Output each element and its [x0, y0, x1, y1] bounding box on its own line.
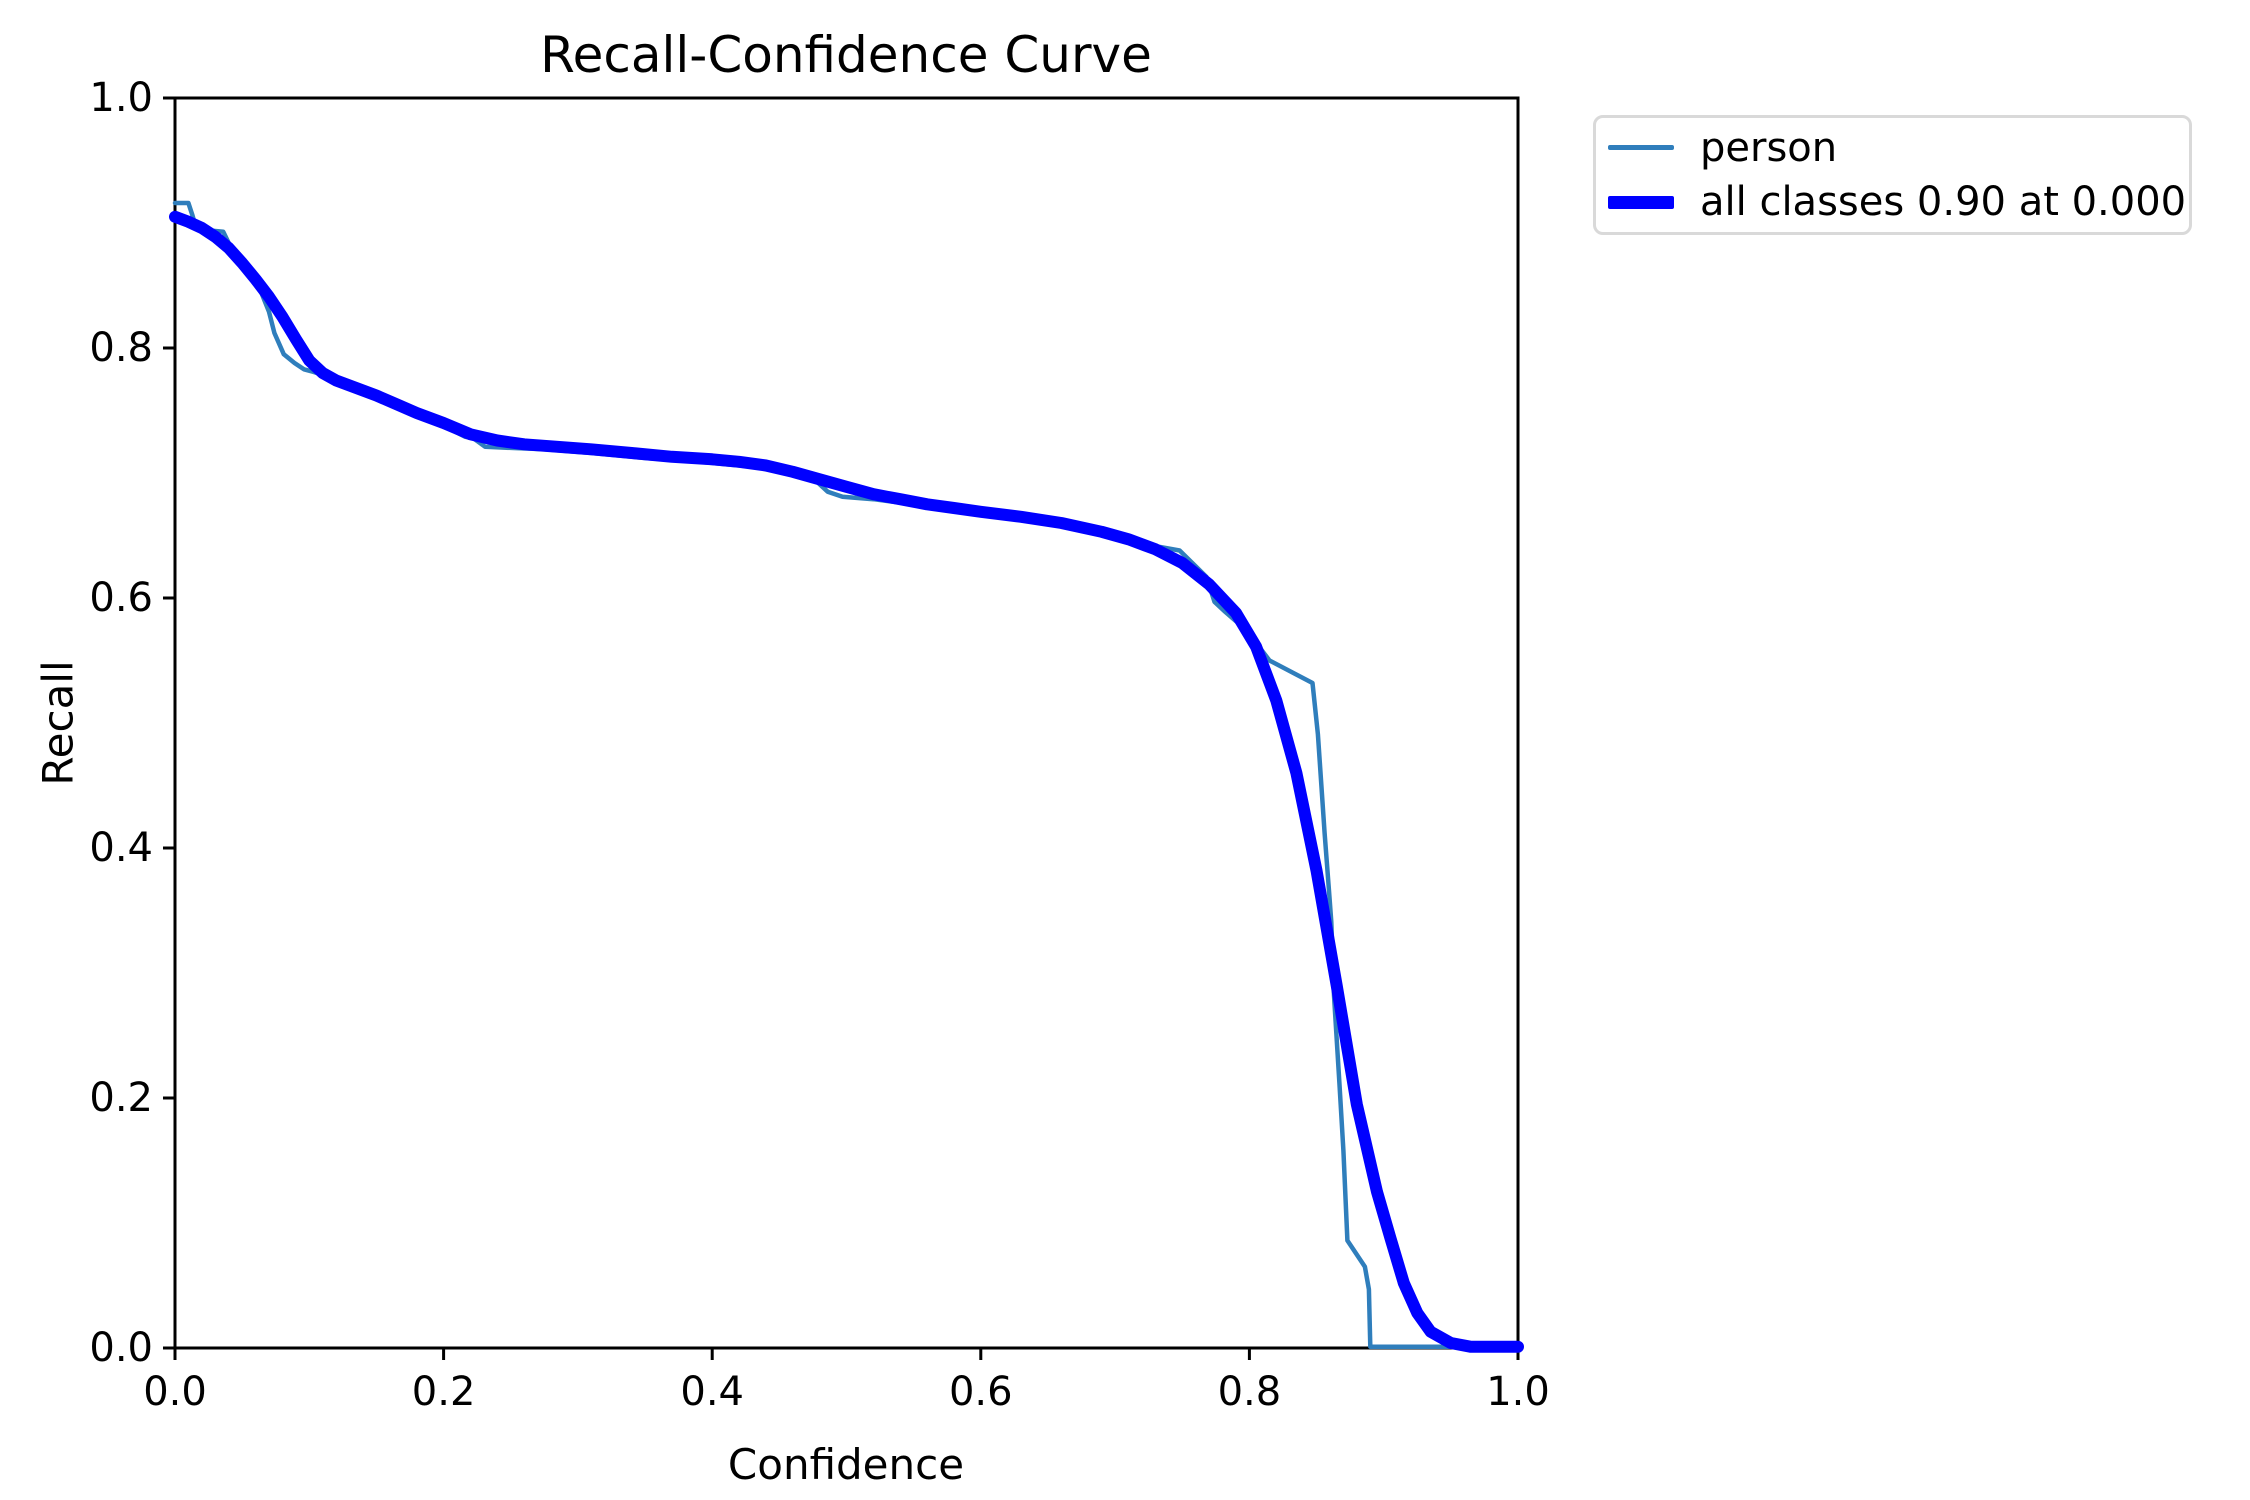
legend: person all classes 0.90 at 0.000: [1593, 115, 2192, 235]
x-axis-label: Confidence: [727, 1440, 965, 1489]
x-tick-label: 0.8: [1217, 1369, 1282, 1415]
plot-frame: [173, 96, 1520, 1350]
legend-item-person: person: [1596, 123, 2189, 173]
person-line-sample-icon: [1608, 145, 1674, 151]
y-tick-label: 0.6: [89, 575, 153, 621]
x-tick-label: 0.6: [948, 1369, 1013, 1415]
x-tick-label: 0.2: [411, 1369, 476, 1415]
all-classes-curve: [169, 210, 1524, 1353]
person-curve: [172, 200, 1521, 1350]
y-axis-label: Recall: [33, 660, 83, 786]
legend-item-all-classes: all classes 0.90 at 0.000: [1596, 177, 2189, 227]
y-tick-label: 0.0: [89, 1325, 153, 1371]
y-tick-label: 0.4: [89, 825, 153, 871]
legend-label-all-classes: all classes 0.90 at 0.000: [1700, 179, 2187, 226]
chart-title: Recall-Confidence Curve: [540, 26, 1152, 84]
y-tick-label: 1.0: [89, 75, 153, 121]
y-tick-label: 0.8: [89, 325, 153, 371]
x-tick-label: 0.4: [680, 1369, 744, 1415]
x-tick-label: 0.0: [143, 1369, 207, 1415]
y-tick-label: 0.2: [89, 1075, 153, 1121]
x-tick-label: 1.0: [1486, 1369, 1550, 1415]
all-classes-line-sample-icon: [1608, 195, 1674, 209]
legend-label-person: person: [1700, 124, 1838, 171]
